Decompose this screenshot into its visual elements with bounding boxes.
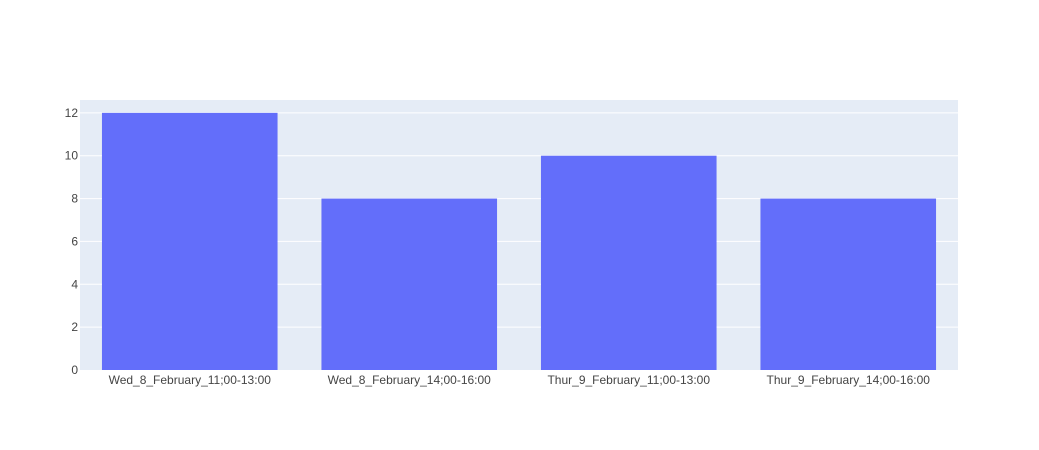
x-tick-label: Thur_9_February_11;00-13:00 [547, 373, 710, 387]
x-tick-label: Wed_8_February_14;00-16:00 [328, 373, 492, 387]
y-tick-label: 10 [65, 149, 79, 163]
bar[interactable] [101, 112, 278, 370]
y-tick-label: 2 [71, 320, 78, 334]
bars [101, 112, 937, 370]
x-axis-ticks: Wed_8_February_11;00-13:00 Wed_8_February… [109, 373, 931, 387]
bar[interactable] [321, 198, 498, 370]
x-tick-label: Thur_9_February_14;00-16:00 [767, 373, 931, 387]
y-tick-label: 0 [71, 363, 78, 377]
y-tick-label: 4 [71, 277, 78, 291]
y-axis-ticks: 0 2 4 6 8 10 12 [65, 106, 79, 377]
y-tick-label: 8 [71, 192, 78, 206]
y-tick-label: 12 [65, 106, 79, 120]
y-tick-label: 6 [71, 234, 78, 248]
bar[interactable] [540, 155, 717, 370]
bar[interactable] [760, 198, 937, 370]
x-tick-label: Wed_8_February_11;00-13:00 [109, 373, 272, 387]
